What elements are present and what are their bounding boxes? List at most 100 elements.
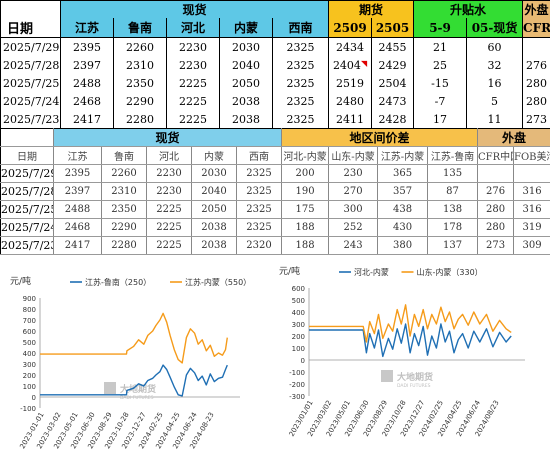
table-cell: 2404◥ xyxy=(329,56,372,74)
price-table-1: 现货期货升贴水外盘日期江苏鲁南河北内蒙西南250925055-905-现货CFR… xyxy=(0,0,550,129)
table-cell: 2038 xyxy=(220,92,273,110)
y-tick-label: 400 xyxy=(292,309,305,317)
legend-label: 江苏-内蒙（550） xyxy=(185,277,251,287)
y-tick-label: 100 xyxy=(23,383,36,391)
table-cell: 300 xyxy=(329,201,378,219)
table-cell: 2030 xyxy=(192,165,237,183)
watermark-subtext: DADI FUTURES xyxy=(120,395,154,401)
table-cell: 188 xyxy=(282,237,329,255)
table-cell: 2225 xyxy=(147,219,192,237)
table-cell: 2230 xyxy=(167,38,220,57)
table-cell: 273 xyxy=(523,110,550,129)
row-date: 2025/7/23 xyxy=(1,110,61,129)
table-cell: 137 xyxy=(428,237,478,255)
column-header: 2509 xyxy=(329,18,372,38)
table-cell: 2455 xyxy=(372,38,414,57)
group-header: 地区间价差 xyxy=(282,129,478,147)
column-header: 山东-内蒙 xyxy=(329,147,378,165)
table-cell: 2225 xyxy=(167,92,220,110)
y-tick-label: 300 xyxy=(23,361,36,369)
y-tick-label: -300 xyxy=(289,393,305,401)
table-cell: 319 xyxy=(514,219,550,237)
y-tick-label: 100 xyxy=(292,345,305,353)
table-cell: 316 xyxy=(514,183,550,201)
y-axis-title: 元/吨 xyxy=(279,265,300,277)
table-cell: 2040 xyxy=(192,183,237,201)
comment-marker-icon: ◥ xyxy=(361,59,367,68)
table-cell: 2468 xyxy=(54,219,102,237)
table-cell: 2325 xyxy=(273,92,329,110)
table-cell: 178 xyxy=(428,219,478,237)
watermark-logo-icon xyxy=(104,382,116,394)
table-cell: 2350 xyxy=(102,201,147,219)
table-cell: 2397 xyxy=(54,183,102,201)
table-cell: 2417 xyxy=(61,110,114,129)
table-cell: 32 xyxy=(467,56,523,74)
y-tick-label: 500 xyxy=(23,339,36,347)
table-cell: 230 xyxy=(329,165,378,183)
table-cell: 365 xyxy=(378,165,428,183)
y-tick-label: 800 xyxy=(23,306,36,314)
table-cell: 5 xyxy=(467,92,523,110)
row-date: 2025/7/28 xyxy=(1,183,54,201)
header-spacer xyxy=(1,129,54,147)
table-cell: 2260 xyxy=(102,165,147,183)
y-tick-label: 400 xyxy=(23,350,36,358)
row-date: 2025/7/28 xyxy=(1,56,61,74)
table-cell: 380 xyxy=(378,237,428,255)
group-header: 升贴水 xyxy=(414,1,523,19)
group-header: 外盘 xyxy=(478,129,550,147)
y-tick-label: 200 xyxy=(292,333,305,341)
group-header: 期货 xyxy=(329,1,414,19)
row-date: 2025/7/25 xyxy=(1,201,54,219)
y-tick-label: 0 xyxy=(301,357,305,365)
table-cell: 2038 xyxy=(192,237,237,255)
table-cell: 21 xyxy=(414,38,467,57)
table-cell: 273 xyxy=(478,237,514,255)
column-header: CFR中国 xyxy=(523,18,550,38)
table-cell: 280 xyxy=(478,219,514,237)
watermark-text: 大地期货 xyxy=(397,371,433,383)
price-table-2: 现货地区间价差外盘日期江苏鲁南河北内蒙西南河北-内蒙山东-内蒙江苏-内蒙江苏-鲁… xyxy=(0,128,550,255)
table-cell: 270 xyxy=(329,183,378,201)
table-cell: 2325 xyxy=(237,201,282,219)
y-tick-label: 0 xyxy=(32,394,36,402)
y-tick-label: 600 xyxy=(23,328,36,336)
table-cell: 2225 xyxy=(147,237,192,255)
column-header: 5-9 xyxy=(414,18,467,38)
group-header: 现货 xyxy=(54,129,282,147)
table-cell: 25 xyxy=(414,56,467,74)
table-cell: 2473 xyxy=(372,92,414,110)
table-cell: 188 xyxy=(282,219,329,237)
group-header: 外盘 xyxy=(523,1,550,19)
table-cell: 11 xyxy=(467,110,523,129)
table-cell: 2397 xyxy=(61,56,114,74)
header-spacer xyxy=(1,1,61,19)
table-cell: 2325 xyxy=(273,56,329,74)
table-cell: 280 xyxy=(523,74,550,92)
table-cell: 2411 xyxy=(329,110,372,129)
table-cell: 276 xyxy=(478,183,514,201)
date-column-header: 日期 xyxy=(1,18,61,38)
table-cell: 2395 xyxy=(61,38,114,57)
table-cell: 316 xyxy=(514,201,550,219)
table-cell: 16 xyxy=(467,74,523,92)
row-date: 2025/7/23 xyxy=(1,237,54,255)
table-cell: 87 xyxy=(428,183,478,201)
table-cell: 430 xyxy=(378,219,428,237)
column-header: 05-现货 xyxy=(467,18,523,38)
table-cell: 2280 xyxy=(102,237,147,255)
table-cell: 2225 xyxy=(147,201,192,219)
column-header: 江苏 xyxy=(61,18,114,38)
table-cell: 2280 xyxy=(114,110,167,129)
table-cell: 2488 xyxy=(54,201,102,219)
table-cell: 2325 xyxy=(273,110,329,129)
